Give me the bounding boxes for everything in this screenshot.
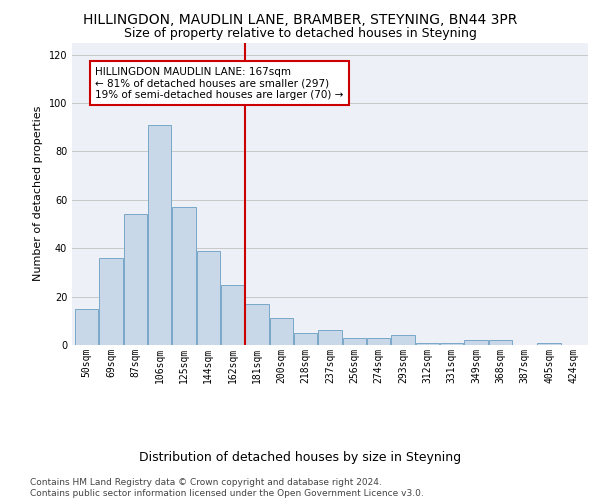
Bar	[343, 338, 366, 345]
Bar	[245, 304, 269, 345]
Bar	[489, 340, 512, 345]
Text: HILLINGDON MAUDLIN LANE: 167sqm
← 81% of detached houses are smaller (297)
19% o: HILLINGDON MAUDLIN LANE: 167sqm ← 81% of…	[95, 66, 343, 100]
Bar	[440, 342, 463, 345]
Text: Size of property relative to detached houses in Steyning: Size of property relative to detached ho…	[124, 28, 476, 40]
Bar	[367, 338, 390, 345]
Text: HILLINGDON, MAUDLIN LANE, BRAMBER, STEYNING, BN44 3PR: HILLINGDON, MAUDLIN LANE, BRAMBER, STEYN…	[83, 12, 517, 26]
Y-axis label: Number of detached properties: Number of detached properties	[33, 106, 43, 282]
Text: Distribution of detached houses by size in Steyning: Distribution of detached houses by size …	[139, 451, 461, 464]
Bar	[319, 330, 341, 345]
Bar	[221, 284, 244, 345]
Bar	[270, 318, 293, 345]
Bar	[464, 340, 488, 345]
Text: Contains HM Land Registry data © Crown copyright and database right 2024.
Contai: Contains HM Land Registry data © Crown c…	[30, 478, 424, 498]
Bar	[148, 125, 171, 345]
Bar	[197, 250, 220, 345]
Bar	[538, 342, 560, 345]
Bar	[391, 336, 415, 345]
Bar	[124, 214, 147, 345]
Bar	[75, 308, 98, 345]
Bar	[294, 333, 317, 345]
Bar	[416, 342, 439, 345]
Bar	[100, 258, 122, 345]
Bar	[172, 207, 196, 345]
